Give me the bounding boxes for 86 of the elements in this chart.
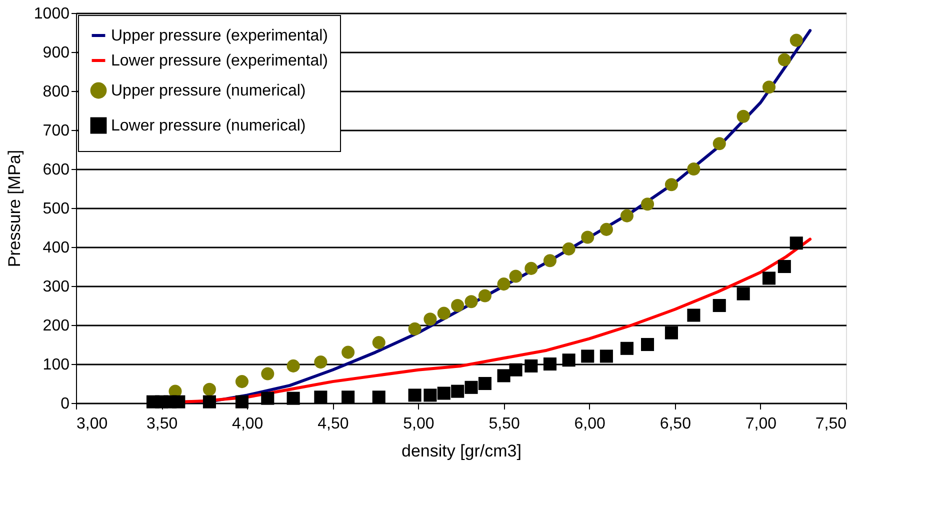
point (600, 222, 613, 236)
x-tick-label: 5,00 (403, 416, 434, 432)
legend-label: Upper pressure (numerical) (111, 82, 306, 100)
point (509, 270, 522, 283)
y-tick-label: 0 (60, 396, 70, 412)
x-tick-label: 6,50 (660, 416, 692, 432)
point (437, 386, 450, 400)
point (562, 242, 576, 256)
point (600, 350, 613, 363)
point (235, 375, 248, 388)
y-tick-label: 300 (42, 278, 70, 296)
point (342, 346, 355, 359)
point (640, 198, 654, 211)
legend-label: Lower pressure (experimental) (111, 52, 328, 70)
point (562, 354, 576, 367)
y-tick-label: 800 (42, 84, 70, 100)
y-tick-label: 400 (42, 240, 70, 256)
point (778, 260, 791, 274)
point (687, 162, 700, 176)
point (261, 392, 274, 405)
point (286, 359, 300, 372)
point (620, 342, 634, 355)
legend-label: Upper pressure (experimental) (111, 28, 328, 44)
point (762, 272, 776, 285)
point (790, 236, 803, 250)
point (424, 388, 437, 402)
y-tick-label: 500 (42, 200, 70, 218)
y-tick-label: 600 (42, 162, 70, 178)
point (478, 376, 492, 390)
point (408, 388, 422, 402)
point (509, 363, 522, 376)
point (451, 384, 464, 398)
point (581, 350, 594, 363)
point (286, 392, 300, 405)
point (524, 262, 538, 275)
point (464, 380, 478, 394)
point (736, 110, 750, 123)
point (497, 369, 510, 382)
point (524, 359, 538, 372)
y-tick-label: 1000 (34, 6, 70, 22)
point (342, 390, 355, 404)
point (202, 382, 216, 396)
point (712, 298, 726, 312)
point (497, 278, 510, 291)
point (372, 336, 386, 350)
x-tick-label: 7,00 (745, 416, 777, 432)
point (408, 322, 422, 336)
y-tick-label: 700 (42, 122, 70, 140)
point (372, 390, 386, 404)
point (451, 298, 464, 312)
point (687, 308, 700, 322)
y-tick-label: 200 (42, 318, 70, 334)
y-tick-label: 900 (42, 44, 70, 62)
point (424, 312, 437, 326)
x-tick-label: 3,00 (76, 416, 108, 432)
point (437, 306, 450, 320)
y-tick-label: 100 (42, 356, 70, 374)
x-tick-label: 4,00 (232, 416, 264, 432)
legend-label: Lower pressure (numerical) (111, 118, 306, 134)
point (172, 395, 186, 408)
point (736, 287, 750, 300)
point (478, 289, 492, 302)
point (314, 390, 328, 404)
point (778, 53, 791, 66)
point (202, 395, 216, 408)
point (664, 178, 678, 192)
point (314, 356, 328, 369)
x-tick-label: 6,00 (574, 416, 606, 432)
y-axis-title: Pressure [MPa] (4, 150, 24, 268)
x-tick-label: 3,50 (146, 416, 178, 432)
point (790, 34, 803, 47)
point (664, 326, 678, 340)
point (640, 338, 654, 352)
point (712, 137, 726, 150)
x-tick-label: 4,50 (318, 416, 349, 432)
point (762, 80, 776, 94)
point (543, 357, 556, 371)
x-tick-label: 5,50 (488, 416, 520, 432)
point (620, 209, 634, 222)
point (543, 254, 556, 268)
x-tick-label: 7,50 (815, 416, 847, 432)
x-axis-title: density [gr/cm3] (402, 442, 522, 460)
point (235, 395, 248, 408)
point (261, 367, 274, 380)
point (581, 230, 594, 244)
point (464, 295, 478, 308)
